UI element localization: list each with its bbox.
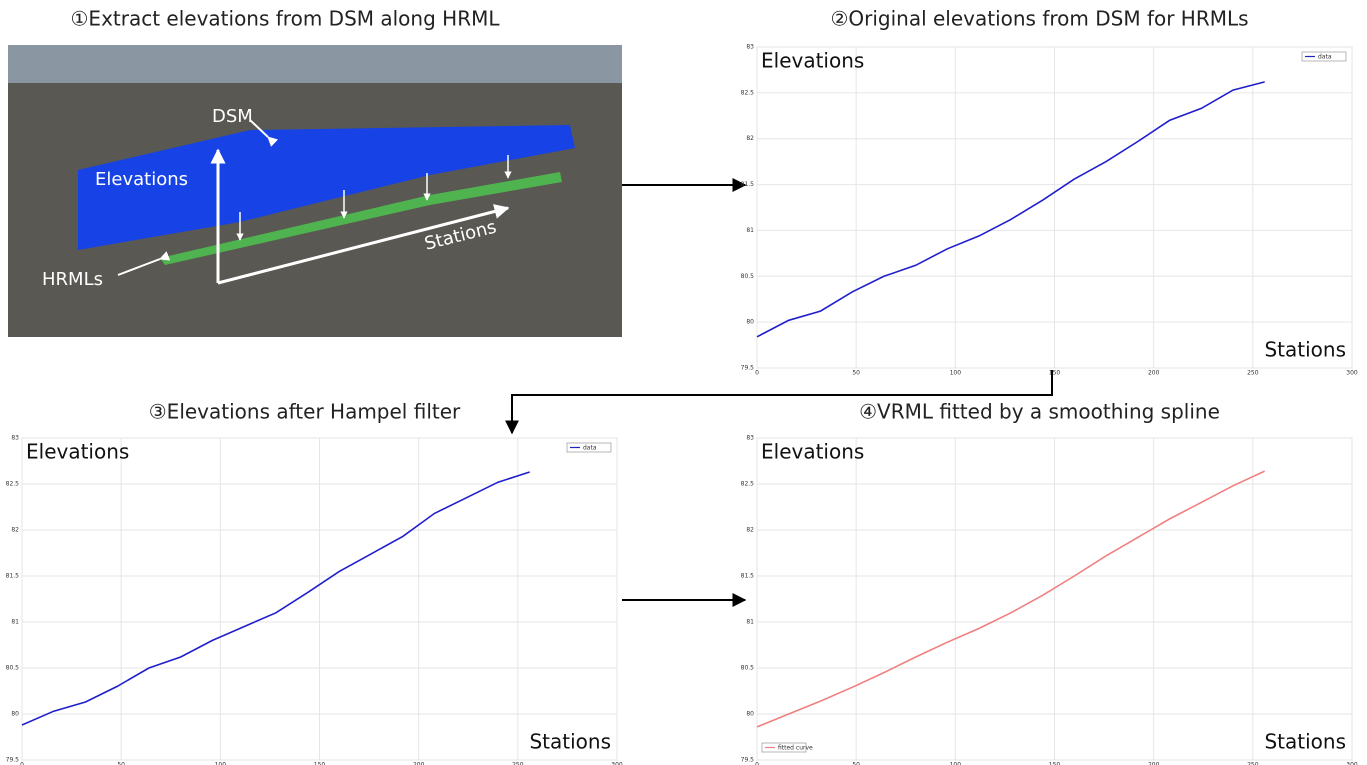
panel-title: ①Extract elevations from DSM along HRML <box>71 7 501 31</box>
x-tick-label: 250 <box>1247 762 1259 765</box>
legend-label: data <box>1318 54 1332 61</box>
y-tick-label: 82 <box>746 135 754 142</box>
y-tick-label: 83 <box>746 44 754 51</box>
y-tick-label: 79.5 <box>741 757 755 764</box>
y-tick-label: 80 <box>746 711 754 718</box>
x-tick-label: 150 <box>314 762 326 765</box>
y-tick-label: 81 <box>11 619 19 626</box>
y-tick-label: 81.5 <box>6 573 20 580</box>
y-tick-label: 81.5 <box>741 181 755 188</box>
x-tick-label: 200 <box>1148 762 1160 765</box>
x-tick-label: 0 <box>20 762 24 765</box>
figure: ①Extract elevations from DSM along HRML … <box>0 0 1367 765</box>
y-tick-label: 79.5 <box>741 365 755 372</box>
x-tick-label: 100 <box>950 762 962 765</box>
page: ①Extract elevations from DSM along HRML … <box>0 0 1367 765</box>
x-tick-label: 250 <box>512 762 524 765</box>
y-tick-label: 83 <box>11 435 19 442</box>
x-tick-label: 50 <box>117 762 125 765</box>
x-tick-label: 200 <box>413 762 425 765</box>
y-tick-label: 80 <box>11 711 19 718</box>
x-tick-label: 50 <box>852 370 860 377</box>
chart-title: ③Elevations after Hampel filter <box>149 400 461 424</box>
y-tick-label: 82 <box>746 527 754 534</box>
y-tick-label: 80.5 <box>6 665 20 672</box>
dsm-label: DSM <box>212 106 253 127</box>
y-tick-label: 79.5 <box>6 757 20 764</box>
x-annotation: Stations <box>1264 730 1346 754</box>
chart-title: ②Original elevations from DSM for HRMLs <box>830 7 1248 31</box>
dsm-scene: DSM Elevations Stations HRMLs <box>8 45 622 337</box>
x-tick-label: 300 <box>1346 762 1358 765</box>
y-annotation: Elevations <box>26 440 129 464</box>
x-tick-label: 250 <box>1247 370 1259 377</box>
elevations-label: Elevations <box>95 169 188 190</box>
x-tick-label: 200 <box>1148 370 1160 377</box>
y-tick-label: 83 <box>746 435 754 442</box>
y-tick-label: 81 <box>746 227 754 234</box>
y-tick-label: 81 <box>746 619 754 626</box>
x-annotation: Stations <box>529 730 611 754</box>
x-tick-label: 0 <box>755 762 759 765</box>
x-tick-label: 300 <box>611 762 623 765</box>
x-tick-label: 100 <box>215 762 227 765</box>
legend-label: data <box>583 445 597 452</box>
y-tick-label: 82.5 <box>741 89 755 96</box>
y-tick-label: 80 <box>746 319 754 326</box>
y-tick-label: 81.5 <box>741 573 755 580</box>
x-tick-label: 100 <box>950 370 962 377</box>
legend-label: fitted curve <box>778 745 813 752</box>
x-tick-label: 50 <box>852 762 860 765</box>
y-tick-label: 82.5 <box>6 481 20 488</box>
x-tick-label: 300 <box>1346 370 1358 377</box>
y-tick-label: 82 <box>11 527 19 534</box>
chart-title: ④VRML fitted by a smoothing spline <box>859 400 1220 424</box>
y-tick-label: 80.5 <box>741 273 755 280</box>
x-tick-label: 150 <box>1049 762 1061 765</box>
y-tick-label: 80.5 <box>741 665 755 672</box>
x-tick-label: 0 <box>755 370 759 377</box>
y-annotation: Elevations <box>761 440 864 464</box>
y-tick-label: 82.5 <box>741 481 755 488</box>
x-tick-label: 150 <box>1049 370 1061 377</box>
hrmls-label: HRMLs <box>42 269 103 290</box>
y-annotation: Elevations <box>761 49 864 73</box>
x-annotation: Stations <box>1264 338 1346 362</box>
